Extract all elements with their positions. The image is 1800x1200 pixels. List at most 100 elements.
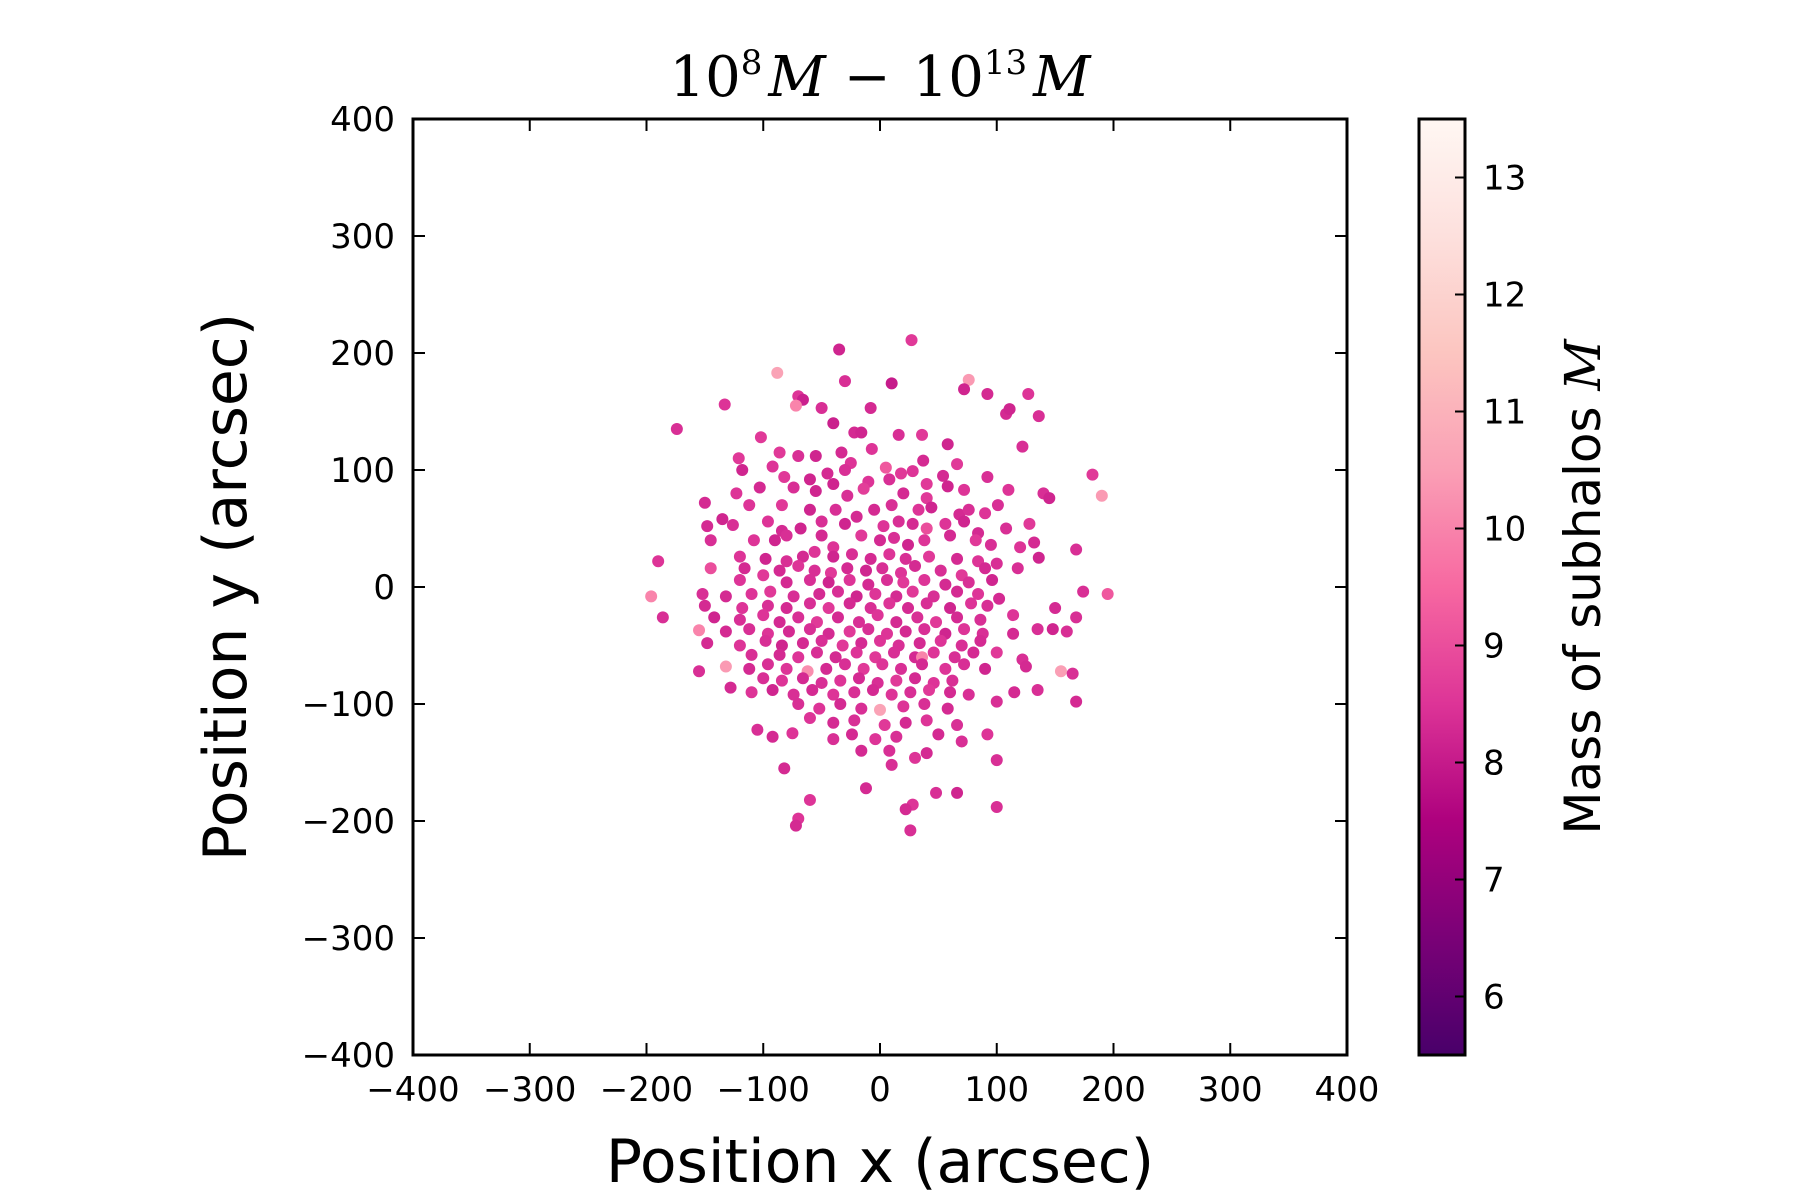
data-point [757, 609, 770, 622]
data-point [787, 481, 800, 494]
data-point [778, 762, 791, 775]
data-point [761, 515, 774, 528]
data-point [857, 482, 870, 495]
data-point [754, 431, 767, 444]
data-point [766, 460, 779, 473]
data-point [937, 469, 950, 482]
data-point [736, 602, 749, 615]
data-point [736, 464, 749, 476]
data-point [803, 473, 816, 486]
data-point [990, 695, 1003, 708]
data-point [803, 503, 816, 516]
data-point [771, 366, 784, 379]
data-point [920, 597, 933, 610]
data-point [829, 651, 842, 664]
data-point [930, 616, 943, 629]
data-point [780, 602, 793, 615]
data-point [796, 637, 809, 650]
data-point [803, 712, 816, 725]
data-point [724, 681, 737, 694]
data-point [747, 534, 760, 547]
data-point [955, 639, 968, 652]
data-point [759, 552, 772, 565]
data-point [979, 562, 992, 575]
data-point [656, 611, 669, 624]
data-point [979, 662, 992, 675]
data-point [981, 387, 994, 400]
data-point [1007, 627, 1020, 640]
data-point [895, 467, 908, 480]
data-point [719, 660, 732, 673]
y-axis: −400 −300 −200 −100 0 100 200 300 400 [302, 100, 1347, 1076]
data-point [906, 517, 919, 530]
data-point [967, 646, 980, 659]
colorbar-tick-label: 6 [1483, 978, 1505, 1018]
y-tick-label: −300 [302, 919, 395, 959]
data-point [951, 585, 964, 598]
data-point [831, 611, 844, 624]
x-tick-label: 400 [1315, 1070, 1380, 1110]
data-point [879, 461, 892, 474]
y-tick-label: 300 [330, 217, 395, 257]
y-tick-label: 400 [330, 100, 395, 140]
data-point [993, 592, 1006, 605]
y-tick-label: 0 [373, 568, 395, 608]
data-point [1101, 588, 1114, 601]
data-point [1007, 609, 1020, 622]
data-point [792, 559, 805, 572]
data-point [862, 578, 875, 591]
data-point [862, 623, 875, 636]
data-point [704, 562, 717, 575]
data-point [843, 597, 856, 610]
data-point [822, 576, 835, 589]
data-point [855, 426, 868, 439]
data-point [897, 700, 910, 713]
data-point [1011, 562, 1024, 575]
data-point [939, 662, 952, 675]
data-point [888, 531, 901, 544]
data-point [916, 428, 929, 441]
data-point [944, 602, 957, 615]
data-point [874, 534, 886, 547]
data-point [918, 698, 931, 710]
data-point [768, 534, 781, 547]
data-point [918, 623, 931, 636]
data-point [827, 550, 840, 563]
data-point [761, 599, 774, 612]
data-point [745, 588, 758, 601]
data-point [871, 609, 884, 622]
data-point [855, 702, 868, 715]
y-tick-label: 100 [330, 451, 395, 491]
data-point [899, 625, 912, 638]
data-point [918, 534, 931, 547]
data-point [1060, 625, 1073, 638]
data-point [918, 573, 931, 586]
data-point [934, 634, 947, 647]
data-point [838, 375, 851, 388]
data-point [845, 728, 858, 741]
colorbar-tick-label: 13 [1483, 159, 1526, 199]
data-point [773, 446, 786, 459]
data-point [1008, 686, 1021, 699]
data-point [827, 688, 840, 701]
data-point [939, 578, 952, 591]
data-point [859, 564, 872, 577]
data-point [831, 585, 844, 598]
data-point [855, 744, 868, 757]
data-point [757, 569, 770, 582]
data-point [796, 550, 809, 563]
data-point [974, 613, 987, 626]
data-point [892, 428, 905, 441]
data-point [773, 648, 786, 661]
data-point [984, 538, 997, 551]
data-point [645, 590, 658, 603]
data-point [827, 716, 840, 729]
data-point [990, 800, 1003, 813]
data-point [698, 496, 711, 509]
data-point [1043, 492, 1056, 505]
data-point [981, 599, 994, 612]
data-point [766, 683, 779, 696]
data-point [885, 499, 898, 512]
data-point [1031, 623, 1044, 636]
data-point [852, 672, 865, 685]
